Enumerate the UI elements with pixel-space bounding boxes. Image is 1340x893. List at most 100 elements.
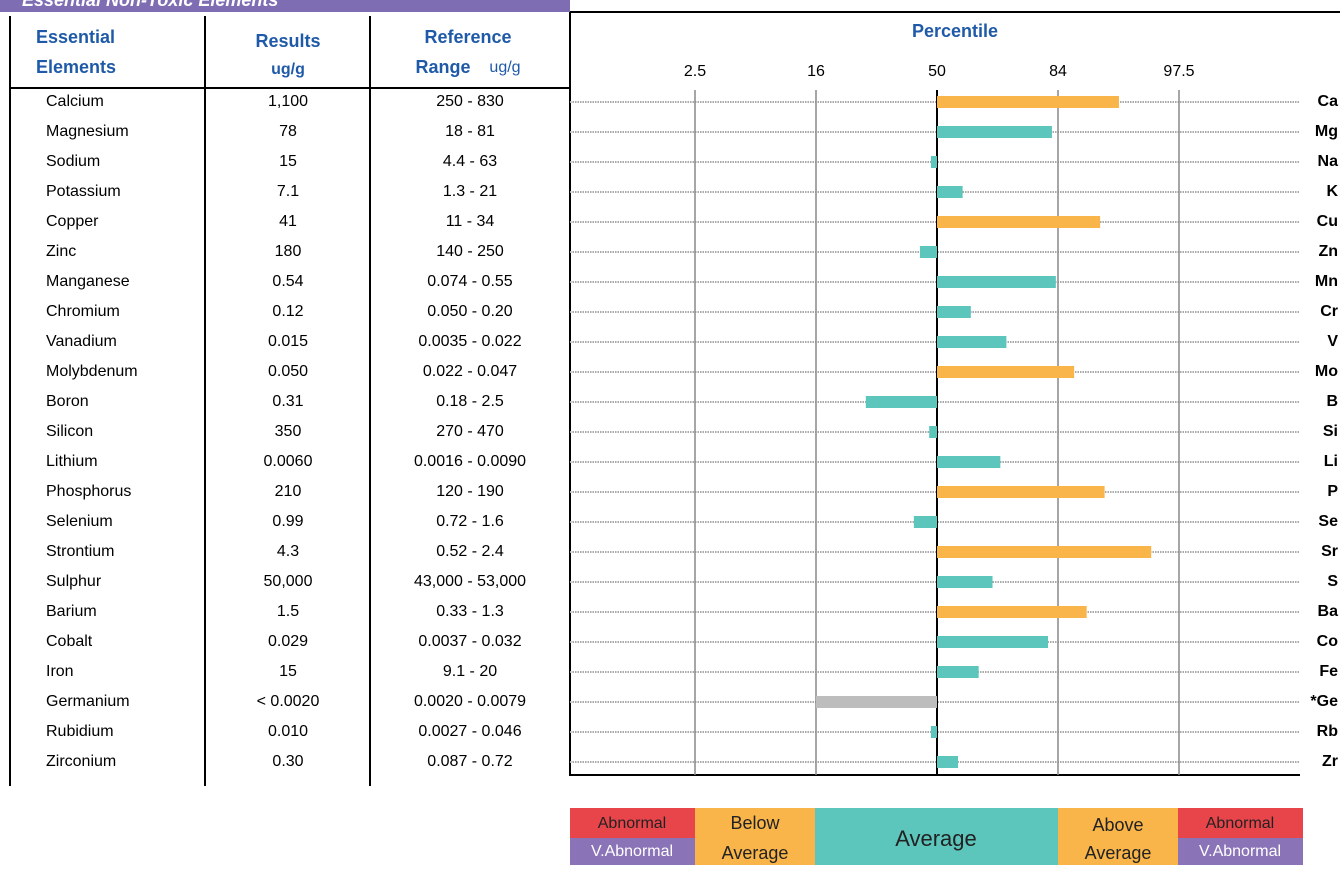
bar — [930, 726, 937, 738]
result: 41 — [279, 213, 297, 230]
x-tick-label: 97.5 — [1163, 63, 1194, 80]
bar — [937, 276, 1056, 288]
element-symbol: Li — [1324, 453, 1338, 470]
element-symbol: S — [1327, 573, 1338, 590]
element-name: Strontium — [46, 543, 114, 560]
element-symbol: Se — [1318, 513, 1338, 530]
bar — [937, 96, 1119, 108]
result: 0.050 — [268, 363, 308, 380]
legend-label: Average — [722, 843, 789, 863]
result: 0.015 — [268, 333, 308, 350]
legend-label: Above — [1092, 815, 1143, 835]
reference-range: 0.0037 - 0.032 — [418, 633, 521, 650]
legend-label: Average — [1085, 843, 1152, 863]
result: 15 — [279, 153, 297, 170]
bar — [816, 696, 937, 708]
header: ug/g — [489, 59, 520, 76]
element-symbol: Ba — [1318, 603, 1339, 620]
legend-label: V.Abnormal — [591, 843, 673, 860]
element-symbol: Co — [1317, 633, 1339, 650]
element-name: Boron — [46, 393, 89, 410]
bar — [929, 426, 937, 438]
banner-title: Essential Non-Toxic Elements — [22, 0, 278, 10]
x-tick-label: 16 — [807, 63, 825, 80]
result: 0.12 — [272, 303, 303, 320]
reference-range: 0.18 - 2.5 — [436, 393, 504, 410]
element-name: Zinc — [46, 243, 76, 260]
bar — [919, 246, 937, 258]
reference-range: 0.022 - 0.047 — [423, 363, 517, 380]
result: 1,100 — [268, 93, 308, 110]
reference-range: 120 - 190 — [436, 483, 504, 500]
reference-range: 0.0016 - 0.0090 — [414, 453, 526, 470]
x-tick-label: 2.5 — [684, 63, 706, 80]
header: Reference — [424, 27, 511, 47]
result: 0.010 — [268, 723, 308, 740]
legend-box — [570, 838, 695, 865]
element-name: Silicon — [46, 423, 93, 440]
result: 78 — [279, 123, 297, 140]
element-symbol: V — [1327, 333, 1338, 350]
element-name: Sodium — [46, 153, 100, 170]
result: 210 — [275, 483, 302, 500]
legend-label: V.Abnormal — [1199, 843, 1281, 860]
element-name: Molybdenum — [46, 363, 138, 380]
element-symbol: Mg — [1315, 123, 1338, 140]
result: 0.0060 — [264, 453, 313, 470]
legend-box — [1178, 808, 1303, 838]
legend-box — [570, 808, 695, 838]
result: 350 — [275, 423, 302, 440]
reference-range: 0.72 - 1.6 — [436, 513, 504, 530]
element-symbol: Na — [1318, 153, 1339, 170]
element-name: Vanadium — [46, 333, 117, 350]
element-symbol: *Ge — [1310, 693, 1338, 710]
reference-range: 43,000 - 53,000 — [414, 573, 526, 590]
reference-range: 0.050 - 0.20 — [427, 303, 513, 320]
element-name: Potassium — [46, 183, 121, 200]
result: 0.54 — [272, 273, 303, 290]
bar — [937, 456, 1001, 468]
result: 4.3 — [277, 543, 299, 560]
reference-range: 0.074 - 0.55 — [427, 273, 513, 290]
reference-range: 0.0035 - 0.022 — [418, 333, 521, 350]
element-symbol: Rb — [1317, 723, 1339, 740]
header: Essential — [36, 27, 115, 47]
reference-range: 9.1 - 20 — [443, 663, 497, 680]
bar — [937, 306, 971, 318]
element-name: Chromium — [46, 303, 120, 320]
bar — [913, 516, 937, 528]
bar — [937, 636, 1049, 648]
element-name: Zirconium — [46, 753, 116, 770]
result: 50,000 — [264, 573, 313, 590]
element-name: Calcium — [46, 93, 104, 110]
x-tick-label: 84 — [1049, 63, 1067, 80]
legend-label: Average — [895, 826, 977, 851]
element-symbol: Mn — [1315, 273, 1338, 290]
header: ug/g — [271, 61, 305, 78]
element-symbol: Sr — [1321, 543, 1338, 560]
element-name: Manganese — [46, 273, 130, 290]
reference-range: 1.3 - 21 — [443, 183, 497, 200]
bar — [937, 576, 993, 588]
table-lines — [9, 11, 1340, 786]
result: 180 — [275, 243, 302, 260]
element-name: Copper — [46, 213, 99, 230]
element-symbol: Si — [1323, 423, 1338, 440]
element-symbol: Zn — [1318, 243, 1338, 260]
element-name: Rubidium — [46, 723, 114, 740]
element-name: Phosphorus — [46, 483, 131, 500]
result: 0.30 — [272, 753, 303, 770]
legend-box — [815, 808, 1058, 865]
bar — [937, 336, 1007, 348]
reference-range: 0.0020 - 0.0079 — [414, 693, 526, 710]
reference-range: 4.4 - 63 — [443, 153, 497, 170]
reference-range: 0.33 - 1.3 — [436, 603, 504, 620]
result: 0.31 — [272, 393, 303, 410]
header: Range — [415, 57, 470, 77]
reference-range: 250 - 830 — [436, 93, 504, 110]
bar — [937, 486, 1105, 498]
reference-range: 140 - 250 — [436, 243, 504, 260]
reference-range: 18 - 81 — [445, 123, 495, 140]
legend: Abnormal V.Abnormal Below Average Averag… — [570, 808, 1303, 865]
